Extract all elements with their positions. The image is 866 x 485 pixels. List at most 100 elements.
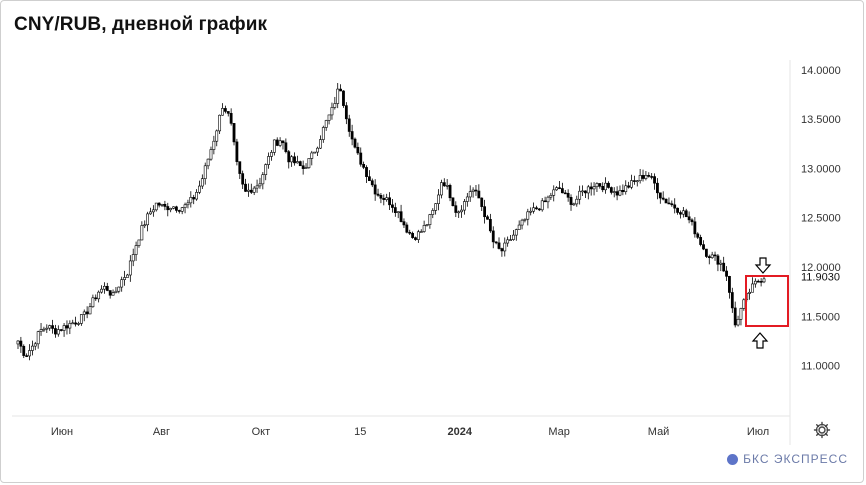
candle-body [670,203,674,206]
candle-body [143,224,147,227]
candle [120,276,124,292]
candle-body [751,283,754,293]
y-tick-label: 13.0000 [801,163,841,175]
candle-body [151,209,155,213]
candle-body [486,216,489,220]
candle-body [644,175,648,179]
candle-body [169,208,173,211]
candle-body [537,208,541,211]
gear-icon[interactable] [812,420,832,440]
candle [673,198,677,214]
candle [365,165,368,184]
candle [728,275,731,299]
candle [402,218,406,229]
candle [385,193,389,202]
candle [342,90,345,108]
candle [615,186,619,201]
candle [128,255,132,282]
candle-body [74,322,78,325]
candle [704,248,708,258]
candle [679,210,682,219]
candle [221,103,224,116]
candle-body [131,254,135,262]
candle [198,180,201,195]
candle-body [270,152,273,157]
candle [166,202,170,217]
candle-body [687,216,691,221]
candle-body [77,323,80,325]
candle [644,171,648,181]
candle-body [293,156,296,164]
candle [716,253,720,272]
candle [203,162,207,185]
candle-body [313,151,317,154]
candle-body [434,203,438,211]
candle-body [261,174,265,185]
candle-body [408,231,412,234]
candle-body [762,278,766,283]
candle [356,142,360,156]
candle-body [624,185,628,193]
candle-body [523,218,527,221]
candle [584,190,587,198]
candle-body [229,113,233,124]
candle-body [367,176,371,182]
candle [399,204,403,223]
candle-body [601,186,605,191]
candle [411,231,415,239]
candle-body [19,340,23,347]
candle [546,195,550,209]
candle-body [42,328,46,331]
candle [59,328,63,332]
candle [175,205,178,213]
candle [618,185,622,197]
candle-body [172,206,175,209]
candle-body [756,280,760,283]
candle [281,140,285,150]
candle [19,336,23,353]
candle [134,241,138,261]
candle [440,179,443,199]
candle [422,220,426,233]
candle [324,119,328,131]
candle-body [241,173,245,185]
candle-body [719,262,723,265]
candle-body [710,254,714,259]
candle-body [716,255,720,265]
candle [316,146,319,156]
candle [661,191,665,201]
candle [653,173,656,190]
candle-body [344,105,348,120]
candle-body [604,182,607,191]
brand-icon [727,453,739,465]
candle [517,220,521,230]
candle [82,309,86,322]
candle [543,196,547,203]
candle-body [117,286,121,292]
y-axis-ticks: 14.0000 13.5000 13.0000 12.5000 12.0000 11.50… [801,65,841,373]
candle [347,114,351,137]
candle [295,155,299,164]
candle-body [295,161,299,164]
candle-body [97,291,101,300]
candle-body [310,152,314,159]
arrow-up-icon [751,332,769,349]
candle-body [223,108,227,112]
candle-body [198,185,201,193]
candle [425,224,429,227]
candle-body [445,185,449,187]
candle-body [586,186,590,194]
candle-body [480,197,484,207]
candle [226,111,230,117]
candle [753,278,757,288]
candle-body [664,198,668,204]
candle-body [514,229,518,236]
candle-body [454,205,458,213]
candle [391,199,394,213]
candle-body [316,147,319,153]
candle-body [517,224,521,230]
candle-body [33,343,37,347]
candle [477,184,481,199]
candle-body [385,197,389,200]
candle-body [632,180,636,182]
